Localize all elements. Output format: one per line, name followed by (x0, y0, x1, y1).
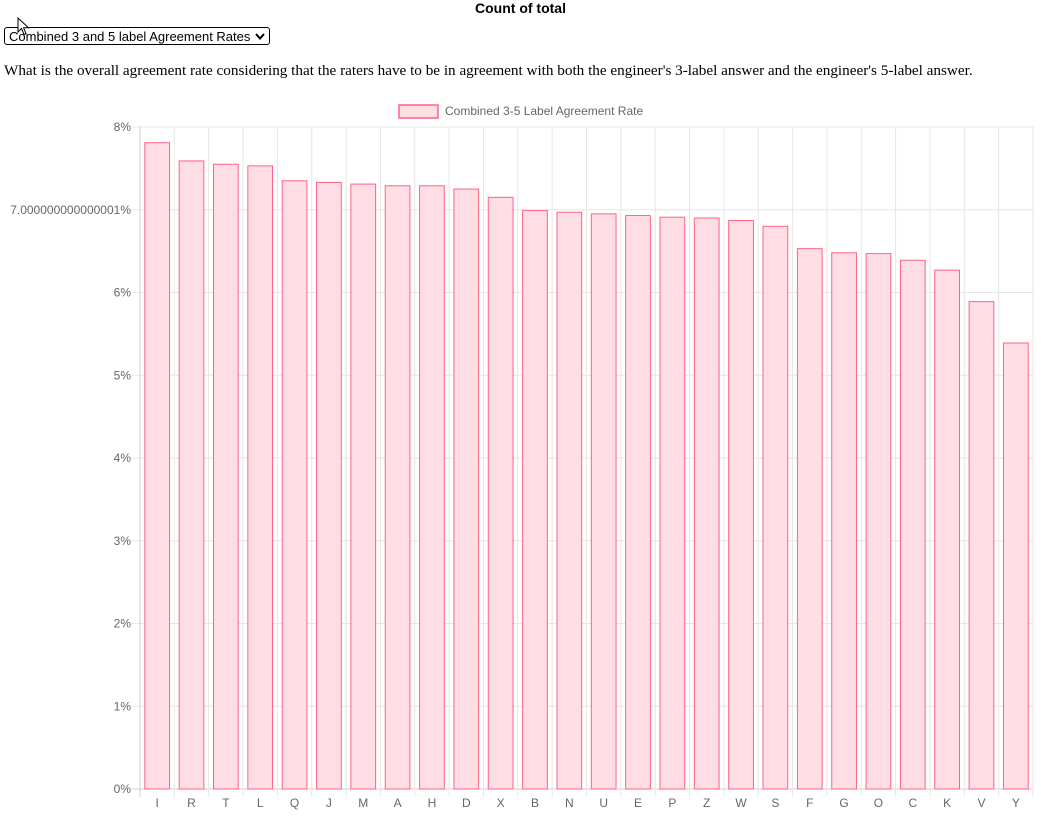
bar (316, 181, 342, 790)
bar (556, 211, 583, 790)
bar (934, 269, 960, 790)
bar (659, 216, 686, 790)
bar (625, 215, 651, 790)
x-tick-label: N (565, 796, 574, 810)
bar-chart: 0% 1% 2% 3% 4% 5% 6% 7.000000000000001% 8% I R T L Q J… (10, 104, 1034, 810)
bar (831, 252, 857, 790)
x-tick-label: M (358, 796, 368, 810)
x-tick-label: O (874, 796, 883, 810)
y-tick-label: 2% (114, 617, 132, 631)
x-tick-label: I (156, 796, 159, 810)
x-tick-label: G (839, 796, 848, 810)
x-tick-label: L (257, 796, 264, 810)
y-tick-label: 7.000000000000001% (10, 203, 131, 217)
y-tick-label: 8% (114, 120, 132, 134)
bar (899, 259, 926, 790)
y-tick-label: 4% (114, 451, 132, 465)
x-tick-label: W (735, 796, 747, 810)
bar (693, 217, 720, 790)
x-tick-label: H (428, 796, 437, 810)
x-tick-label: Z (703, 796, 710, 810)
bar (590, 213, 617, 790)
chart-type-select[interactable]: Combined 3 and 5 label Agreement Rates (4, 27, 271, 46)
bar (453, 188, 480, 790)
page-title: Count of total (475, 0, 566, 16)
x-tick-label: P (668, 796, 676, 810)
y-tick-label: 0% (114, 782, 132, 796)
x-tick-label: T (222, 796, 230, 810)
x-tick-label: B (531, 796, 539, 810)
x-tick-label: A (394, 796, 402, 810)
chart-type-select-value: Combined 3 and 5 label Agreement Rates (9, 28, 251, 44)
x-tick-label: F (806, 796, 813, 810)
legend-swatch (398, 104, 439, 119)
bar (144, 142, 171, 790)
x-tick-label: K (943, 796, 951, 810)
bar (762, 225, 789, 790)
x-tick-label: U (599, 796, 608, 810)
x-tick-label: E (634, 796, 642, 810)
chart-type-select-box[interactable]: Combined 3 and 5 label Agreement Rates (4, 27, 271, 45)
bar (213, 163, 239, 790)
bar (384, 185, 411, 790)
x-tick-label: J (326, 796, 332, 810)
y-tick-label: 5% (114, 368, 132, 382)
bar (247, 165, 274, 790)
bar (522, 210, 548, 790)
mouse-cursor-icon (17, 17, 30, 36)
x-tick-label: C (908, 796, 917, 810)
bar (419, 185, 445, 790)
y-tick-label: 1% (114, 699, 132, 713)
x-tick-label: R (187, 796, 196, 810)
x-tick-label: Q (290, 796, 299, 810)
x-tick-label: Y (1012, 796, 1020, 810)
bar (487, 196, 514, 790)
bar (178, 160, 205, 790)
x-tick-label: D (462, 796, 471, 810)
bar (1002, 342, 1029, 790)
x-tick-label: V (977, 796, 985, 810)
chart-description: What is the overall agreement rate consi… (4, 62, 973, 79)
x-tick-label: X (497, 796, 505, 810)
legend-label: Combined 3-5 Label Agreement Rate (445, 104, 643, 118)
bar (796, 248, 823, 790)
bar (350, 183, 377, 790)
bar (968, 301, 995, 790)
bar (728, 220, 754, 790)
y-tick-label: 6% (114, 286, 132, 300)
bar (281, 180, 308, 790)
bar (865, 253, 892, 790)
chevron-down-icon (255, 33, 266, 41)
y-tick-label: 3% (114, 534, 132, 548)
x-tick-label: S (771, 796, 779, 810)
